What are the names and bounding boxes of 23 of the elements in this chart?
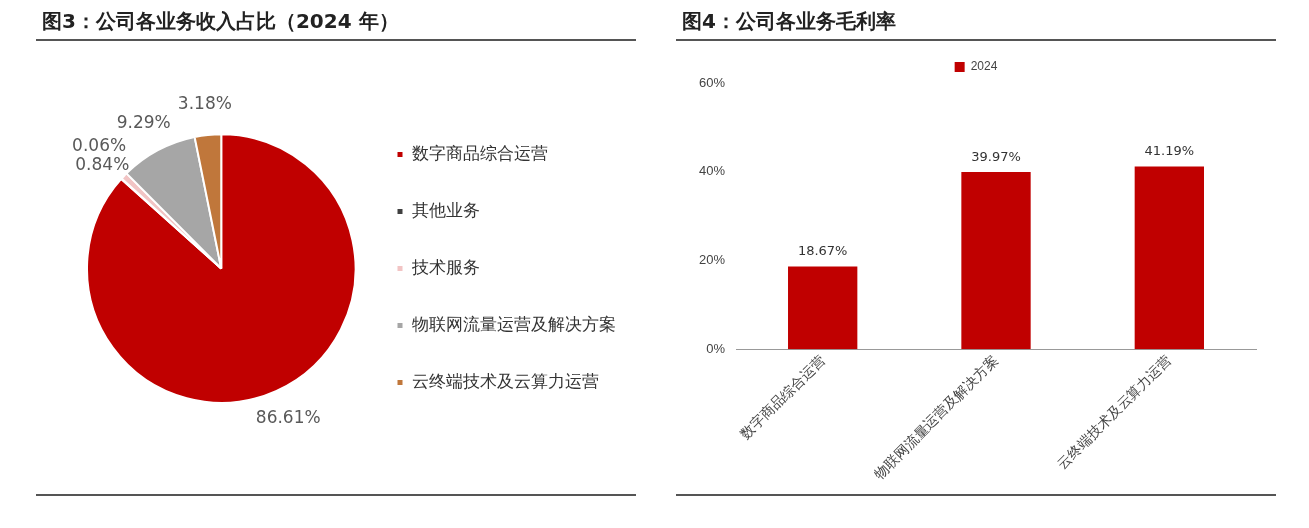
data-label: 0.84%: [75, 153, 130, 174]
y-tick-label: 20%: [698, 252, 726, 268]
data-label: 86.61%: [255, 406, 321, 427]
chart-title: 图3：公司各业务收入占比（2024 年）: [36, 8, 636, 41]
y-tick-label: 0%: [706, 340, 726, 356]
legend-label: 2024: [970, 59, 998, 74]
x-tick-label: 数字商品综合运营: [737, 351, 828, 443]
legend-label: 数字商品综合运营: [412, 144, 548, 164]
text: 41.19%: [1144, 143, 1195, 159]
legend-label: 物联网流量运营及解决方案: [412, 315, 616, 335]
text: 18.67%: [797, 243, 848, 259]
legend-label: 技术服务: [411, 258, 480, 278]
data-label: 0.06%: [72, 135, 127, 156]
text: 39.97%: [971, 148, 1021, 164]
chart-title: 图4：公司各业务毛利率: [676, 8, 1276, 41]
data-label: 9.29%: [116, 112, 171, 133]
y-tick-label: 60%: [698, 74, 726, 90]
y-tick-label: 40%: [698, 163, 726, 179]
data-label: 3.18%: [177, 93, 232, 114]
x-tick-label: 云终端技术及云算力运营: [1053, 351, 1175, 473]
x-tick-label: 物联网流量运营及解决方案: [870, 351, 1001, 482]
legend-label: 云终端技术及云算力运营: [412, 372, 599, 392]
legend-label: 其他业务: [412, 201, 480, 221]
